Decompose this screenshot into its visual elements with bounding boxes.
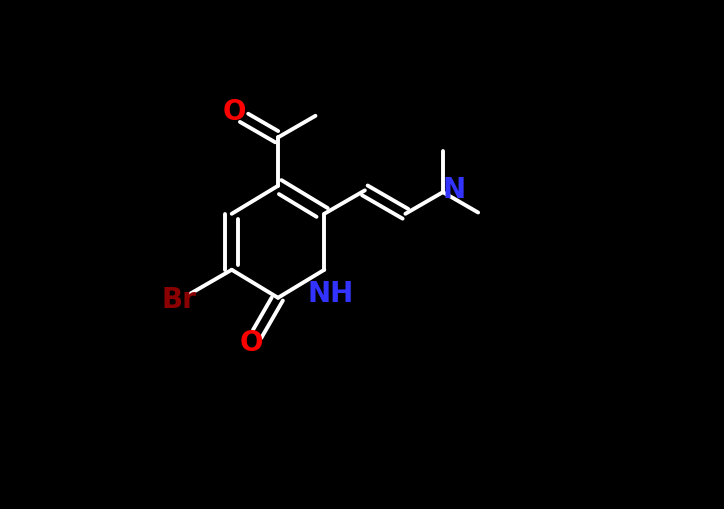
Text: Br: Br [161, 286, 196, 315]
Text: O: O [240, 329, 264, 357]
Text: NH: NH [307, 280, 353, 308]
Text: O: O [223, 98, 247, 127]
Text: N: N [442, 176, 466, 204]
